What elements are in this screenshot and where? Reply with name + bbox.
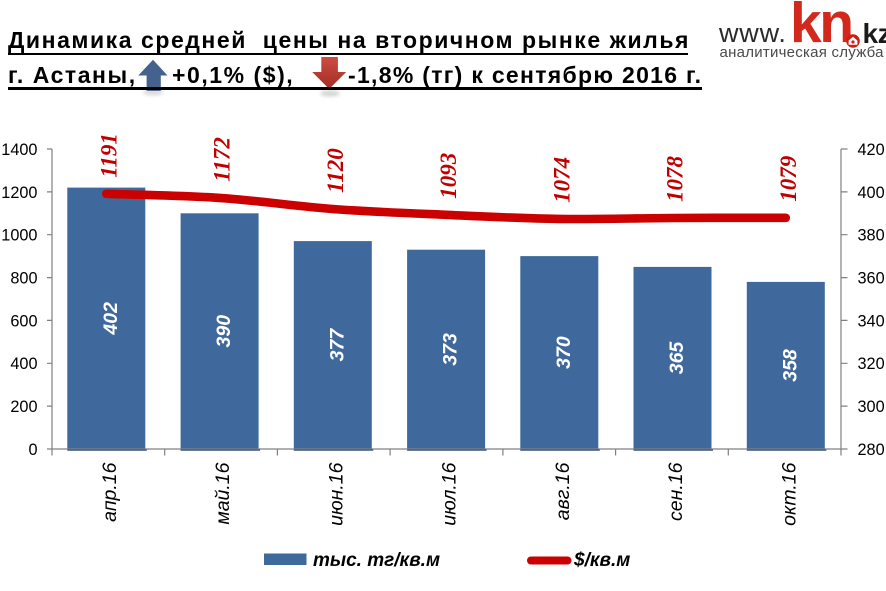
svg-text:420: 420 — [858, 141, 885, 159]
svg-text:400: 400 — [858, 184, 885, 202]
svg-text:1200: 1200 — [1, 184, 37, 202]
svg-text:май.16: май.16 — [212, 462, 234, 524]
svg-text:1120: 1120 — [323, 148, 348, 193]
svg-text:июл.16: июл.16 — [439, 462, 461, 525]
svg-text:1172: 1172 — [210, 137, 235, 182]
svg-text:600: 600 — [10, 312, 37, 330]
svg-text:358: 358 — [779, 349, 801, 382]
svg-text:370: 370 — [553, 336, 575, 369]
svg-text:377: 377 — [326, 328, 348, 362]
svg-text:1079: 1079 — [776, 155, 801, 202]
svg-text:тыс. тг/кв.м: тыс. тг/кв.м — [313, 550, 440, 571]
svg-text:365: 365 — [666, 341, 688, 375]
svg-text:300: 300 — [858, 398, 885, 416]
svg-text:$/кв.м: $/кв.м — [573, 550, 630, 571]
svg-text:390: 390 — [213, 315, 235, 348]
svg-text:200: 200 — [10, 398, 37, 416]
svg-text:1400: 1400 — [1, 141, 37, 159]
svg-text:320: 320 — [858, 355, 885, 373]
svg-text:1000: 1000 — [1, 227, 37, 245]
svg-text:1074: 1074 — [549, 157, 574, 203]
svg-text:360: 360 — [858, 270, 885, 288]
svg-text:июн.16: июн.16 — [325, 462, 347, 526]
svg-text:400: 400 — [10, 355, 37, 373]
svg-text:1078: 1078 — [663, 156, 688, 203]
svg-text:1093: 1093 — [436, 153, 461, 199]
svg-text:373: 373 — [440, 333, 462, 366]
svg-text:402: 402 — [100, 302, 122, 336]
svg-text:окт.16: окт.16 — [778, 462, 800, 526]
svg-text:0: 0 — [28, 441, 37, 459]
svg-text:280: 280 — [858, 441, 885, 459]
svg-text:340: 340 — [858, 312, 885, 330]
svg-text:380: 380 — [858, 227, 885, 245]
svg-text:1191: 1191 — [96, 133, 121, 178]
svg-text:сен.16: сен.16 — [665, 462, 687, 521]
svg-text:800: 800 — [10, 270, 37, 288]
svg-text:апр.16: апр.16 — [99, 462, 121, 521]
svg-text:авг.16: авг.16 — [552, 462, 574, 520]
